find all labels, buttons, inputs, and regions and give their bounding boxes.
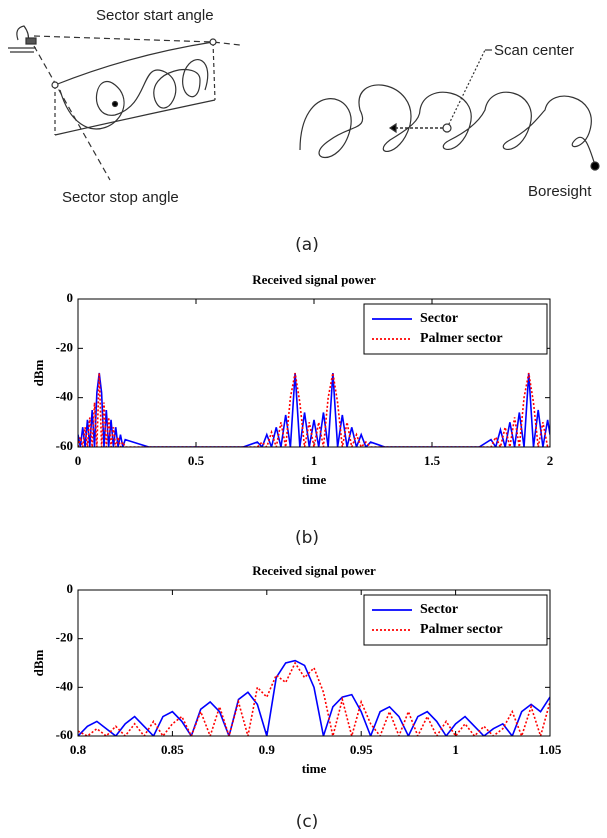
series-line (78, 372, 550, 447)
legend-label: Palmer sector (420, 622, 503, 637)
x-tick-label: 0.85 (161, 742, 184, 757)
start-point (51, 81, 59, 89)
x-tick-label: 0.5 (188, 453, 205, 468)
end-point (209, 38, 217, 46)
y-tick-label: -40 (56, 678, 73, 693)
caption: (a) (295, 235, 319, 255)
sector-top-arc (54, 41, 214, 86)
scan-point (111, 100, 119, 108)
x-axis-label: time (302, 472, 327, 487)
chart-title: Received signal power (252, 272, 376, 287)
plot-frame (77, 298, 551, 448)
sector-right-edge (212, 41, 216, 101)
y-tick-label: -20 (56, 630, 73, 645)
x-tick-label: 0 (75, 453, 82, 468)
x-tick-label: 1.05 (539, 742, 562, 757)
arrow-head (388, 122, 397, 134)
chart-title: Received signal power (252, 563, 376, 578)
plot-frame (77, 589, 551, 737)
x-tick-label: 0.8 (70, 742, 87, 757)
palmer-scan-loops (299, 84, 596, 166)
sector-bottom-arc (54, 99, 216, 136)
x-tick-label: 0.95 (350, 742, 373, 757)
boresight-point (590, 161, 600, 171)
x-tick-label: 1 (311, 453, 318, 468)
label: Scan center (494, 42, 574, 59)
y-axis-label: dBm (31, 359, 46, 386)
diagram (8, 25, 600, 181)
x-tick-label: 2 (547, 453, 554, 468)
label: Boresight (528, 183, 592, 200)
series-line (78, 661, 550, 736)
legend-label: Palmer sector (420, 331, 503, 346)
y-tick-label: -60 (56, 727, 73, 742)
x-tick-label: 1 (452, 742, 459, 757)
scan-center (442, 123, 452, 133)
sector-scan-loops (59, 59, 209, 130)
legend-label: Sector (420, 311, 458, 326)
y-tick-label: -20 (56, 339, 73, 354)
label: Sector start angle (96, 7, 214, 24)
series-line (78, 372, 550, 447)
legend-box (363, 303, 548, 355)
radar-icon (8, 25, 37, 53)
x-tick-label: 0.9 (259, 742, 276, 757)
label: Sector stop angle (62, 189, 179, 206)
x-tick-label: 1.5 (424, 453, 441, 468)
legend-label: Sector (420, 602, 458, 617)
legend-box (363, 594, 548, 646)
scan-center-pointer (446, 49, 486, 129)
y-tick-label: -40 (56, 389, 73, 404)
x-axis-label: time (302, 761, 327, 776)
caption: (c) (296, 812, 319, 832)
y-tick-label: 0 (67, 290, 74, 305)
y-tick-label: -60 (56, 438, 73, 453)
start-angle-line (33, 35, 241, 46)
y-axis-label: dBm (31, 649, 46, 676)
caption: (b) (295, 528, 319, 548)
stop-angle-line (33, 45, 111, 181)
series-line (78, 659, 550, 736)
y-tick-label: 0 (67, 581, 74, 596)
